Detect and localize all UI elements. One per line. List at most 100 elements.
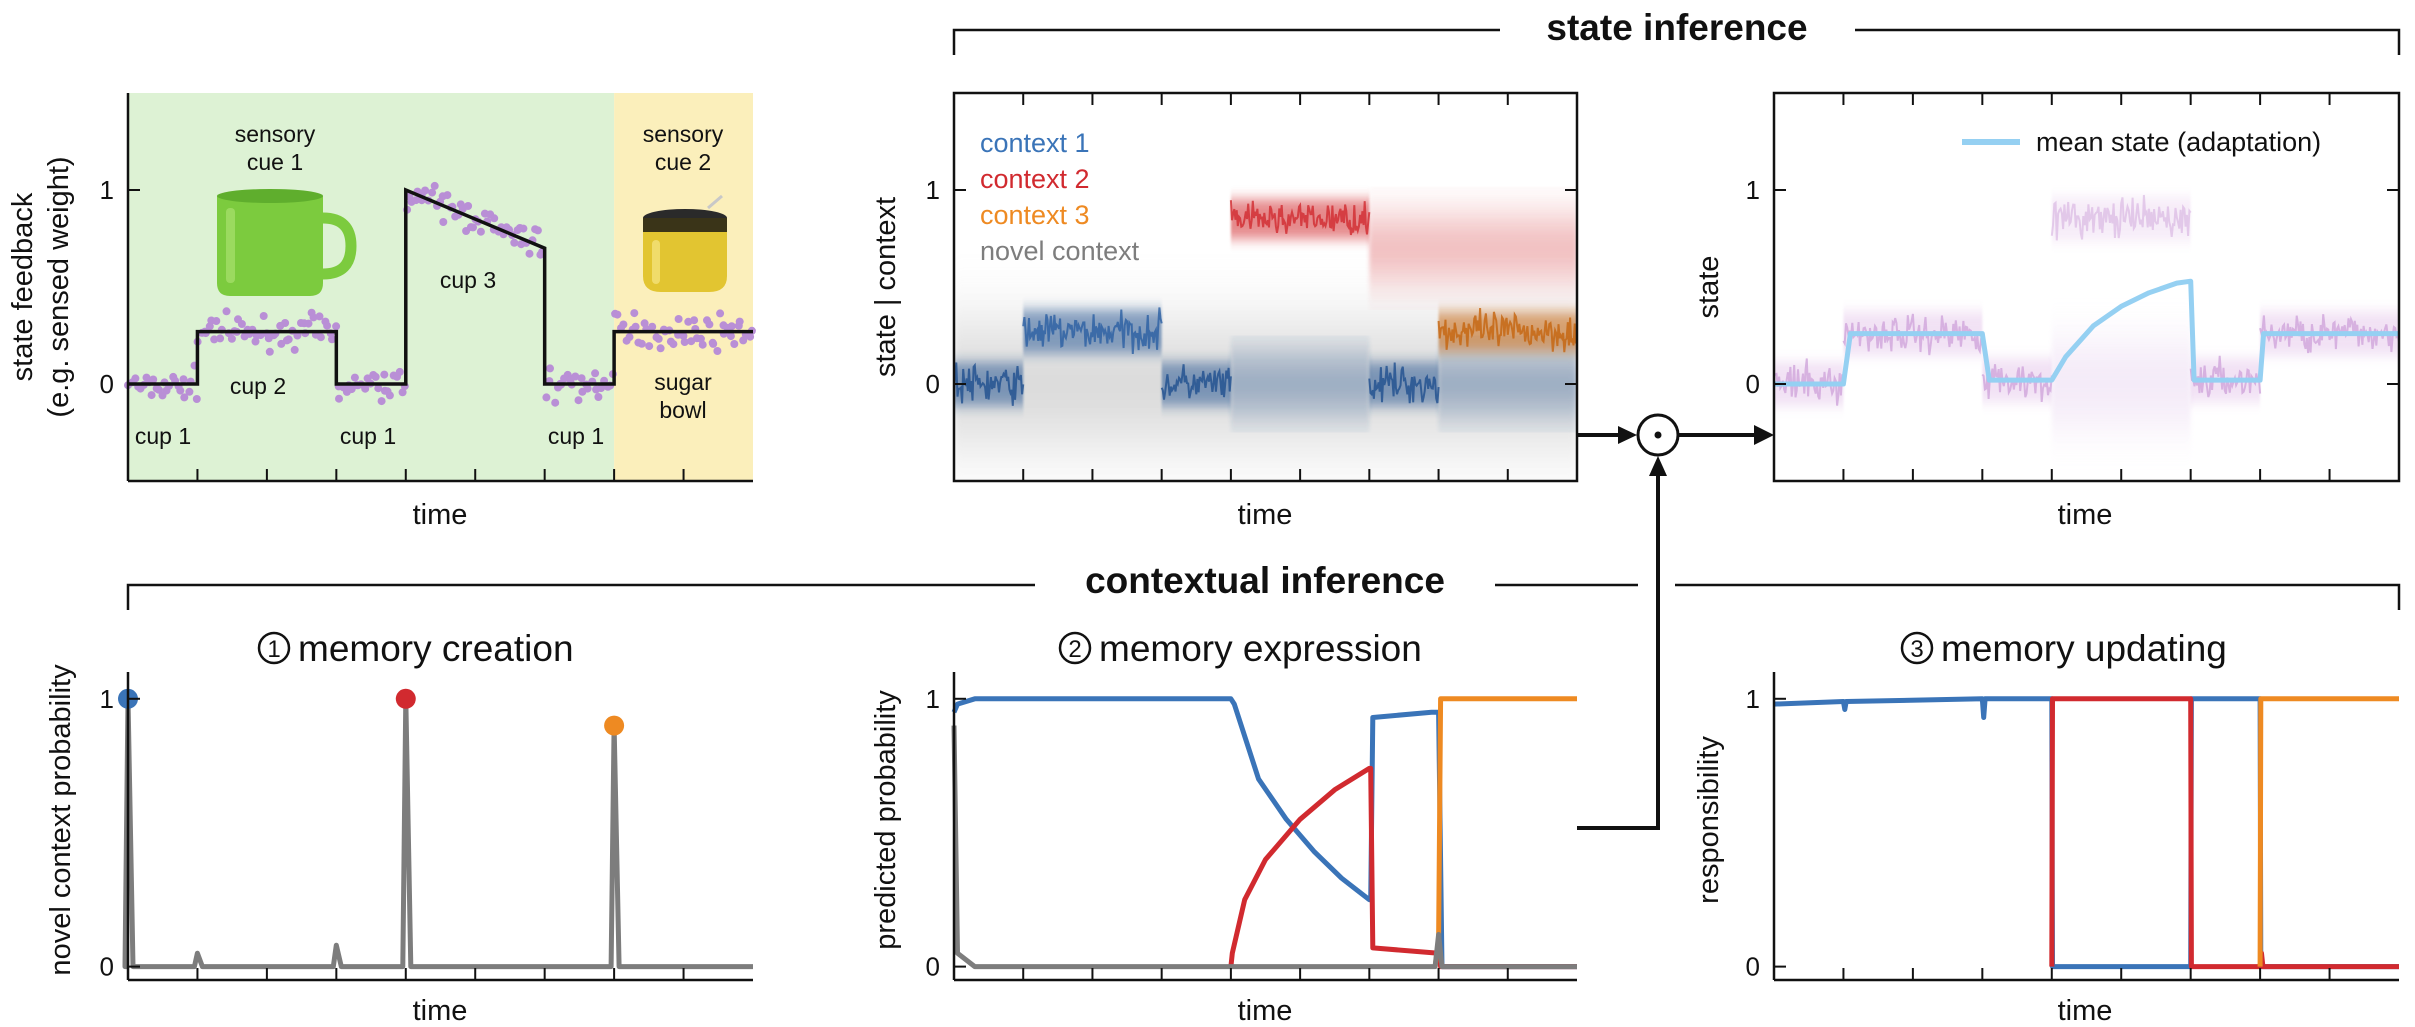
new-context-marker	[395, 688, 416, 709]
feedback-dot	[542, 393, 551, 402]
novel-context-line	[951, 725, 1577, 970]
feedback-dot	[476, 227, 485, 236]
memory-creation-plot	[118, 688, 753, 970]
y-tick-label: 0	[100, 369, 114, 399]
feedback-dot	[185, 387, 194, 396]
feedback-dot	[412, 196, 421, 205]
feedback-dot	[709, 339, 718, 348]
feedback-dot	[398, 388, 407, 397]
feedback-dot	[251, 337, 260, 346]
cup-2-label: cup 2	[230, 373, 286, 399]
feedback-dot	[385, 391, 394, 400]
feedback-dot	[571, 372, 580, 381]
memory-updating-number: 3	[1910, 636, 1923, 663]
feedback-dot	[315, 312, 324, 321]
context-1-line	[951, 696, 1577, 970]
feedback-dot	[654, 334, 663, 343]
feedback-dot	[281, 319, 290, 327]
state-xlabel: time	[2058, 499, 2113, 531]
feedback-dot	[613, 310, 622, 319]
feedback-dot	[705, 320, 714, 329]
memory-creation-xlabel: time	[413, 995, 468, 1027]
cup-1-label-c: cup 1	[548, 423, 604, 449]
feedback-dot	[284, 335, 293, 344]
feedback-dot	[519, 224, 528, 233]
sugar-bowl-image	[643, 194, 727, 292]
memory-creation-number-badge	[257, 631, 291, 665]
memory-creation-axes: 01	[100, 672, 753, 982]
memory-updating-title: memory updating	[1941, 628, 2227, 669]
feedback-dot	[674, 315, 683, 323]
contextual-inference-label: contextual inference	[1085, 560, 1445, 601]
state-context-panel: 01 context 1 context 2 context 3 novel c…	[870, 91, 1579, 531]
memory-expression-xlabel: time	[1238, 995, 1293, 1027]
state-inference-bracket	[952, 28, 2401, 55]
sugar-bowl-line2: bowl	[659, 397, 706, 423]
feedback-dot	[510, 238, 519, 247]
memory-expression-panel: 01 2 memory expression predicted probabi…	[870, 628, 1577, 1027]
state-panel: 01 mean state (adaptation) state time	[1693, 91, 2401, 531]
feedback-dot	[192, 395, 201, 403]
feedback-dot	[726, 332, 735, 341]
feedback-dot	[216, 334, 225, 343]
feedback-dot	[237, 320, 246, 328]
feedback-dot	[309, 313, 318, 322]
feedback-dot	[259, 312, 268, 320]
feedback-axes: 01	[100, 93, 753, 483]
feedback-dot	[131, 374, 140, 383]
novel-context-probability-line	[122, 696, 753, 970]
state-context-xlabel: time	[1238, 499, 1293, 531]
sensory-cue-1-line2: cue 1	[247, 149, 303, 175]
plot-frame	[128, 672, 753, 980]
y-tick-label: 1	[926, 175, 940, 205]
feedback-dot	[316, 333, 325, 342]
legend-context-1: context 1	[980, 128, 1090, 158]
feedback-dot	[679, 331, 688, 340]
state-context-ylabel: state | context	[870, 197, 902, 377]
feedback-dot	[698, 340, 707, 349]
context-2-trace	[1229, 200, 1371, 236]
feedback-dot	[630, 309, 639, 318]
feedback-dot	[591, 369, 600, 378]
feedback-dot	[533, 226, 542, 235]
memory-updating-plot	[1773, 696, 2399, 970]
context-2-line	[1228, 765, 1577, 970]
feedback-dot	[583, 384, 592, 393]
context-1-trace	[1368, 362, 1440, 404]
feedback-dot	[594, 393, 603, 401]
feedback-dot	[648, 322, 657, 331]
feedback-dot	[176, 386, 185, 395]
plot-frame	[954, 672, 1577, 980]
context-1-line	[1773, 696, 2399, 970]
feedback-dot	[464, 202, 473, 210]
feedback-dot	[377, 397, 386, 406]
legend-mean-state: mean state (adaptation)	[2036, 127, 2321, 157]
feedback-dot	[350, 373, 359, 382]
plot-frame	[952, 91, 1579, 483]
feedback-dot	[619, 320, 628, 329]
state-context-heatmap	[954, 199, 1577, 439]
feedback-dot	[490, 214, 499, 223]
plot-frame	[1772, 91, 2401, 483]
feedback-dot	[210, 335, 219, 344]
feedback-dot	[147, 391, 156, 400]
feedback-dot	[727, 322, 736, 331]
memory-updating-number-badge	[1900, 631, 1934, 665]
state-plot	[1774, 194, 2399, 424]
state-inference-label: state inference	[1546, 7, 1807, 48]
memory-expression-plot	[951, 696, 1577, 970]
y-tick-label: 1	[926, 684, 940, 714]
cup-3-label: cup 3	[440, 267, 496, 293]
feedback-dot	[469, 223, 477, 232]
feedback-dot	[428, 188, 437, 197]
feedback-line	[128, 187, 753, 386]
feedback-dot	[149, 375, 158, 384]
y-tick-label: 0	[926, 369, 940, 399]
feedback-dot	[546, 364, 554, 373]
feedback-dot	[395, 367, 404, 376]
feedback-dot	[227, 334, 236, 343]
state-cloud-faint	[2051, 344, 2191, 424]
state-axes: 01	[1746, 91, 2401, 483]
y-tick-label: 1	[1746, 175, 1760, 205]
feedback-dot	[180, 393, 189, 402]
